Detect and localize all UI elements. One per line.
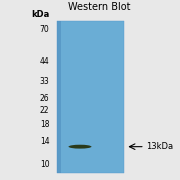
Text: 10: 10 xyxy=(40,160,50,169)
Text: kDa: kDa xyxy=(31,10,50,19)
Text: 26: 26 xyxy=(40,94,50,103)
Text: 13kDa: 13kDa xyxy=(147,142,174,151)
Bar xyxy=(57,21,61,173)
Text: 18: 18 xyxy=(40,120,50,129)
Text: Western Blot: Western Blot xyxy=(68,2,130,12)
Text: 70: 70 xyxy=(40,25,50,34)
Text: 44: 44 xyxy=(40,57,50,66)
Text: 33: 33 xyxy=(40,77,50,86)
Bar xyxy=(57,21,124,173)
Text: 22: 22 xyxy=(40,105,50,114)
Ellipse shape xyxy=(69,145,91,149)
Text: 14: 14 xyxy=(40,137,50,146)
